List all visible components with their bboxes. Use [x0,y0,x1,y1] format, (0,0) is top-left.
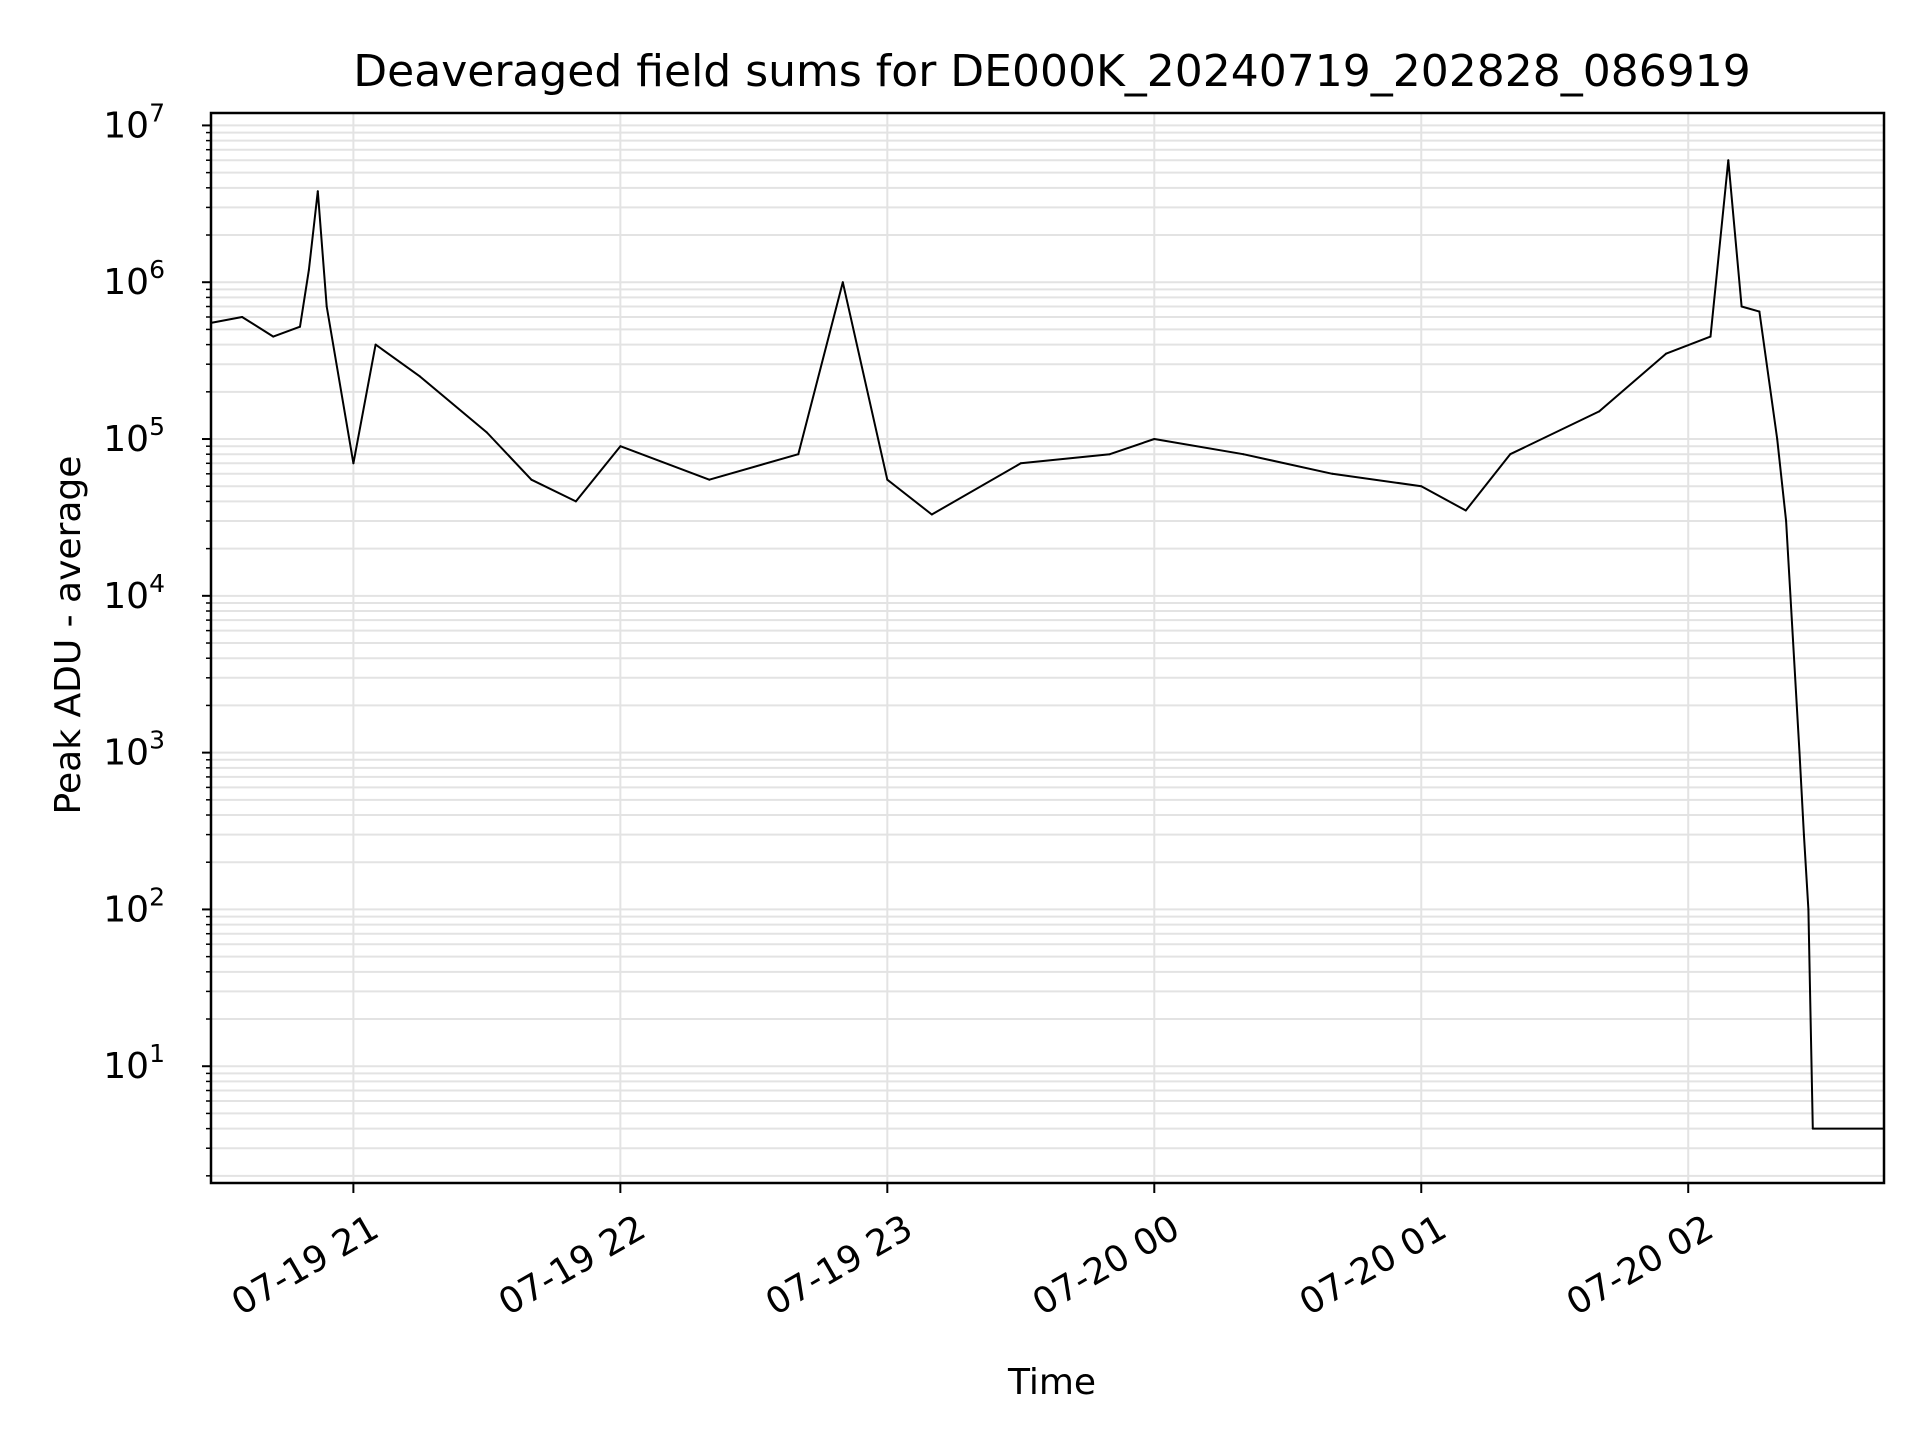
data-point [241,316,244,319]
data-point [1807,908,1810,911]
y-tick-label: 106 [103,255,165,303]
data-point [298,325,301,328]
y-tick-label: 105 [103,412,165,460]
x-tick-label: 07-20 02 [1560,1207,1721,1323]
data-series [210,159,1885,1130]
y-tick-label: 101 [103,1039,165,1087]
y-tick-label: 104 [103,569,165,617]
data-point [1108,453,1111,456]
y-tick-labels: 101 102 103 104 105 106 107 [103,98,165,1087]
data-point [841,281,844,284]
data-point [374,343,377,346]
data-point [1509,453,1512,456]
data-point [272,335,275,338]
data-point [708,478,711,481]
data-point [797,453,800,456]
data-point [930,513,933,516]
y-tick-label: 103 [103,726,165,774]
data-point [1811,1127,1814,1130]
data-point [1420,485,1423,488]
data-point [1598,410,1601,413]
plot-frame [209,111,1886,1185]
x-tick-label: 07-20 01 [1293,1207,1454,1323]
x-axis-label: Time [1007,1362,1096,1403]
data-point [530,478,533,481]
data-point [325,305,328,308]
x-tick-label: 07-19 23 [759,1207,920,1323]
chart-title: Deaveraged field sums for DE000K_2024071… [353,46,1750,97]
data-point [1242,453,1245,456]
data-point [1664,352,1667,355]
data-point [886,478,889,481]
data-point [574,500,577,503]
x-tick-label: 07-20 00 [1026,1207,1187,1323]
data-point [1785,520,1788,523]
data-point [619,445,622,448]
grid-lines [211,113,1884,1183]
data-point [1758,310,1761,313]
data-point [1802,833,1805,836]
data-point [1740,305,1743,308]
x-tick-label: 07-19 22 [492,1207,653,1323]
data-point [1153,438,1156,441]
data-point [1709,335,1712,338]
data-point [1798,751,1801,754]
x-tick-labels: 07-19 21 07-19 22 07-19 23 07-20 00 07-20 01… [225,1207,1721,1323]
data-point [1727,159,1730,162]
data-point [1464,509,1467,512]
y-axis-label: Peak ADU - average [48,456,89,815]
data-point [1019,462,1022,465]
data-point [1776,438,1779,441]
series-line [210,159,1884,1130]
data-point [316,190,319,193]
data-point [352,462,355,465]
data-point [485,431,488,434]
y-tick-label: 102 [103,882,165,930]
data-point [307,268,310,271]
data-point [1331,472,1334,475]
y-tick-label: 107 [103,98,165,146]
x-tick-label: 07-19 21 [225,1207,386,1323]
data-point [419,375,422,378]
tick-marks [202,124,1690,1193]
